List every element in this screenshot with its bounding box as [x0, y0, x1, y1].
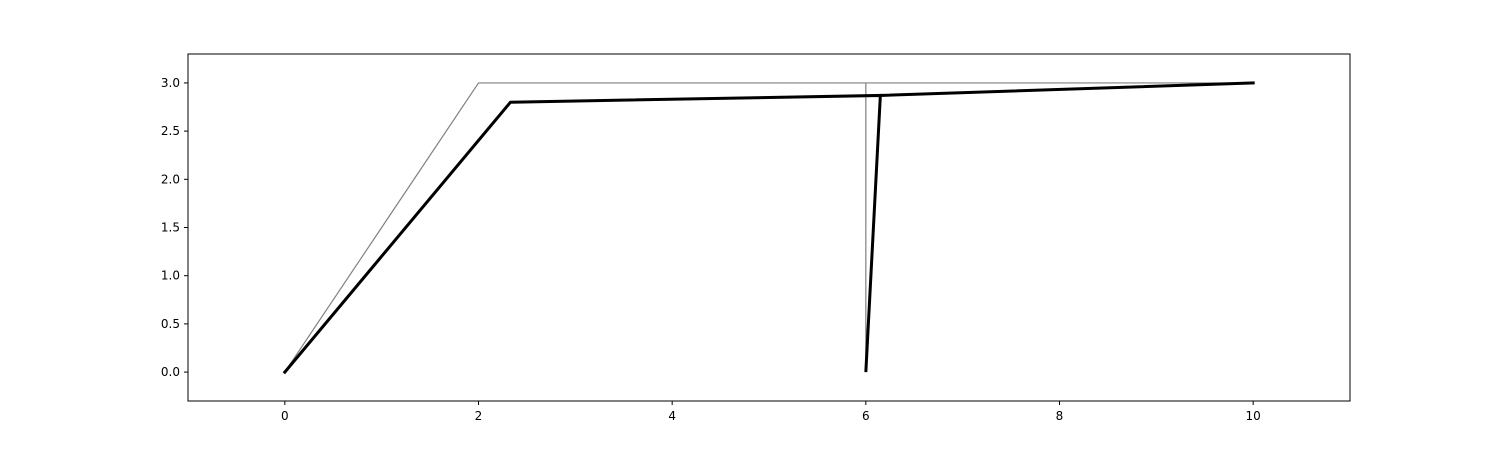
series-line-1 — [283, 82, 1254, 373]
series-layer — [282, 81, 1255, 375]
y-tick-label: 1.0 — [161, 269, 180, 283]
x-tick-label: 10 — [1246, 409, 1261, 423]
x-tick-label: 2 — [475, 409, 483, 423]
x-axis: 0 2 4 6 8 10 — [281, 401, 1261, 423]
x-tick-label: 6 — [862, 409, 870, 423]
x-tick-label: 0 — [281, 409, 289, 423]
y-tick-label: 0.5 — [161, 317, 180, 331]
x-tick-label: 8 — [1056, 409, 1064, 423]
y-tick-label: 1.5 — [161, 221, 180, 235]
y-axis: 0.0 0.5 1.0 1.5 2.0 2.5 3.0 — [161, 76, 188, 379]
y-tick-label: 3.0 — [161, 76, 180, 90]
y-tick-label: 2.5 — [161, 124, 180, 138]
y-tick-label: 2.0 — [161, 172, 180, 186]
y-tick-label: 0.0 — [161, 365, 180, 379]
x-tick-label: 4 — [668, 409, 676, 423]
series-line-2 — [282, 81, 1255, 375]
